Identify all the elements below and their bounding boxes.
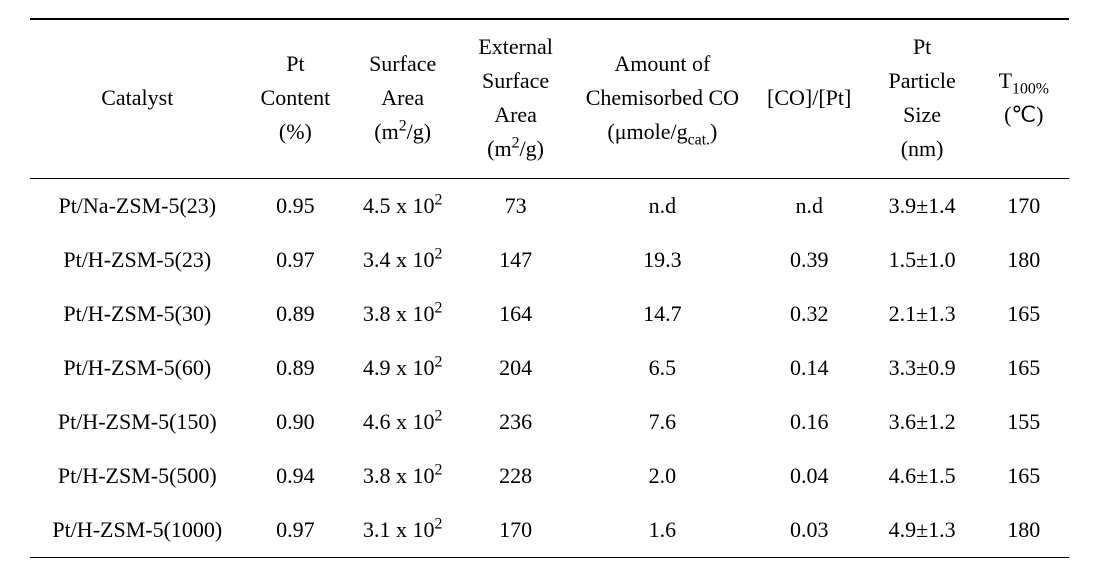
cell-surface-area: 3.1 x 102 <box>346 503 459 558</box>
cell-pt-content: 0.89 <box>245 341 347 395</box>
table-body: Pt/Na-ZSM-5(23)0.954.5 x 10273n.dn.d3.9±… <box>30 179 1069 558</box>
cell-co-pt-ratio: 0.04 <box>753 449 866 503</box>
page: Catalyst PtContent(%) SurfaceArea(m2/g) … <box>0 0 1099 578</box>
cell-pt-content: 0.90 <box>245 395 347 449</box>
cell-t100: 165 <box>979 341 1069 395</box>
cell-chemisorbed-co: 1.6 <box>572 503 753 558</box>
cell-pt-particle-size: 4.9±1.3 <box>866 503 979 558</box>
cell-chemisorbed-co: 2.0 <box>572 449 753 503</box>
table-row: Pt/H-ZSM-5(150)0.904.6 x 1022367.60.163.… <box>30 395 1069 449</box>
cell-surface-area: 3.8 x 102 <box>346 287 459 341</box>
cell-co-pt-ratio: n.d <box>753 179 866 234</box>
cell-surface-area: 4.5 x 102 <box>346 179 459 234</box>
cell-co-pt-ratio: 0.39 <box>753 233 866 287</box>
cell-chemisorbed-co: 7.6 <box>572 395 753 449</box>
col-header-t100: T100%(℃) <box>979 19 1069 179</box>
cell-pt-particle-size: 4.6±1.5 <box>866 449 979 503</box>
cell-ext-surface-area: 228 <box>459 449 572 503</box>
cell-chemisorbed-co: 14.7 <box>572 287 753 341</box>
cell-pt-content: 0.97 <box>245 233 347 287</box>
cell-surface-area: 3.4 x 102 <box>346 233 459 287</box>
table-row: Pt/H-ZSM-5(1000)0.973.1 x 1021701.60.034… <box>30 503 1069 558</box>
cell-catalyst: Pt/H-ZSM-5(500) <box>30 449 245 503</box>
cell-t100: 170 <box>979 179 1069 234</box>
cell-pt-content: 0.89 <box>245 287 347 341</box>
cell-co-pt-ratio: 0.16 <box>753 395 866 449</box>
cell-t100: 165 <box>979 449 1069 503</box>
table-row: Pt/H-ZSM-5(500)0.943.8 x 1022282.00.044.… <box>30 449 1069 503</box>
cell-catalyst: Pt/H-ZSM-5(23) <box>30 233 245 287</box>
cell-ext-surface-area: 204 <box>459 341 572 395</box>
cell-ext-surface-area: 73 <box>459 179 572 234</box>
col-header-chemisorbed-co: Amount ofChemisorbed CO(μmole/gcat.) <box>572 19 753 179</box>
table-row: Pt/H-ZSM-5(30)0.893.8 x 10216414.70.322.… <box>30 287 1069 341</box>
cell-catalyst: Pt/Na-ZSM-5(23) <box>30 179 245 234</box>
cell-pt-content: 0.94 <box>245 449 347 503</box>
cell-pt-content: 0.95 <box>245 179 347 234</box>
cell-pt-content: 0.97 <box>245 503 347 558</box>
table-row: Pt/H-ZSM-5(23)0.973.4 x 10214719.30.391.… <box>30 233 1069 287</box>
cell-pt-particle-size: 3.9±1.4 <box>866 179 979 234</box>
cell-co-pt-ratio: 0.14 <box>753 341 866 395</box>
cell-t100: 165 <box>979 287 1069 341</box>
cell-ext-surface-area: 147 <box>459 233 572 287</box>
cell-chemisorbed-co: 6.5 <box>572 341 753 395</box>
col-header-ext-surface-area: ExternalSurfaceArea(m2/g) <box>459 19 572 179</box>
cell-catalyst: Pt/H-ZSM-5(60) <box>30 341 245 395</box>
col-header-pt-particle-size: PtParticleSize(nm) <box>866 19 979 179</box>
table-row: Pt/Na-ZSM-5(23)0.954.5 x 10273n.dn.d3.9±… <box>30 179 1069 234</box>
col-header-co-pt-ratio: [CO]/[Pt] <box>753 19 866 179</box>
cell-ext-surface-area: 170 <box>459 503 572 558</box>
cell-ext-surface-area: 164 <box>459 287 572 341</box>
cell-surface-area: 4.9 x 102 <box>346 341 459 395</box>
col-header-pt-content: PtContent(%) <box>245 19 347 179</box>
table-header: Catalyst PtContent(%) SurfaceArea(m2/g) … <box>30 19 1069 179</box>
cell-chemisorbed-co: 19.3 <box>572 233 753 287</box>
table-header-row: Catalyst PtContent(%) SurfaceArea(m2/g) … <box>30 19 1069 179</box>
cell-t100: 155 <box>979 395 1069 449</box>
cell-catalyst: Pt/H-ZSM-5(1000) <box>30 503 245 558</box>
cell-pt-particle-size: 3.3±0.9 <box>866 341 979 395</box>
cell-ext-surface-area: 236 <box>459 395 572 449</box>
cell-pt-particle-size: 3.6±1.2 <box>866 395 979 449</box>
cell-catalyst: Pt/H-ZSM-5(150) <box>30 395 245 449</box>
catalyst-properties-table: Catalyst PtContent(%) SurfaceArea(m2/g) … <box>30 18 1069 558</box>
cell-chemisorbed-co: n.d <box>572 179 753 234</box>
cell-pt-particle-size: 1.5±1.0 <box>866 233 979 287</box>
cell-t100: 180 <box>979 233 1069 287</box>
cell-pt-particle-size: 2.1±1.3 <box>866 287 979 341</box>
col-header-surface-area: SurfaceArea(m2/g) <box>346 19 459 179</box>
cell-co-pt-ratio: 0.03 <box>753 503 866 558</box>
table-row: Pt/H-ZSM-5(60)0.894.9 x 1022046.50.143.3… <box>30 341 1069 395</box>
cell-surface-area: 4.6 x 102 <box>346 395 459 449</box>
cell-surface-area: 3.8 x 102 <box>346 449 459 503</box>
cell-catalyst: Pt/H-ZSM-5(30) <box>30 287 245 341</box>
cell-co-pt-ratio: 0.32 <box>753 287 866 341</box>
cell-t100: 180 <box>979 503 1069 558</box>
col-header-catalyst: Catalyst <box>30 19 245 179</box>
